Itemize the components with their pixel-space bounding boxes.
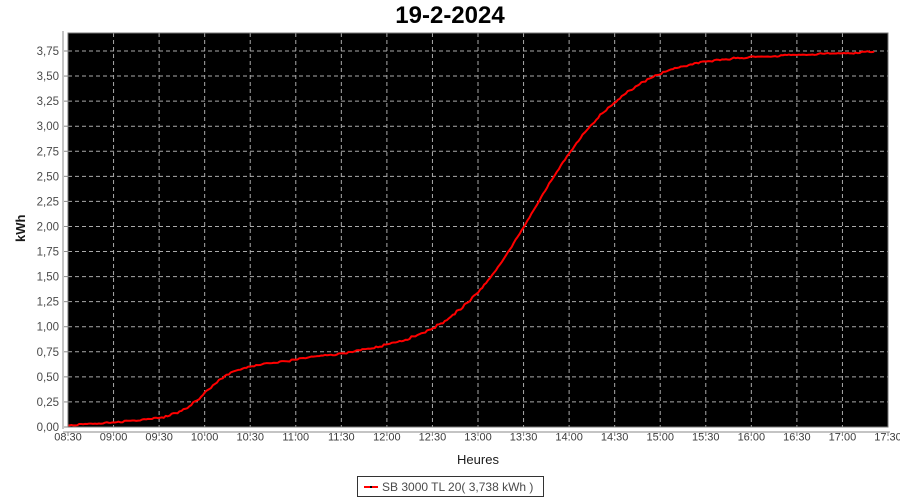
svg-text:3,25: 3,25 — [37, 96, 59, 108]
svg-text:3,00: 3,00 — [37, 121, 59, 133]
svg-text:2,75: 2,75 — [37, 146, 59, 158]
svg-text:1,00: 1,00 — [37, 322, 59, 334]
svg-text:0,25: 0,25 — [37, 397, 59, 409]
svg-text:17:30: 17:30 — [874, 432, 900, 444]
svg-text:1,25: 1,25 — [37, 297, 59, 309]
svg-text:0,50: 0,50 — [37, 372, 59, 384]
svg-text:3,50: 3,50 — [37, 71, 59, 83]
svg-text:3,75: 3,75 — [37, 46, 59, 58]
svg-text:2,00: 2,00 — [37, 221, 59, 233]
svg-text:1,75: 1,75 — [37, 247, 59, 259]
svg-text:2,50: 2,50 — [37, 171, 59, 183]
svg-text:1,50: 1,50 — [37, 272, 59, 284]
svg-text:2,25: 2,25 — [37, 196, 59, 208]
svg-text:0,75: 0,75 — [37, 347, 59, 359]
